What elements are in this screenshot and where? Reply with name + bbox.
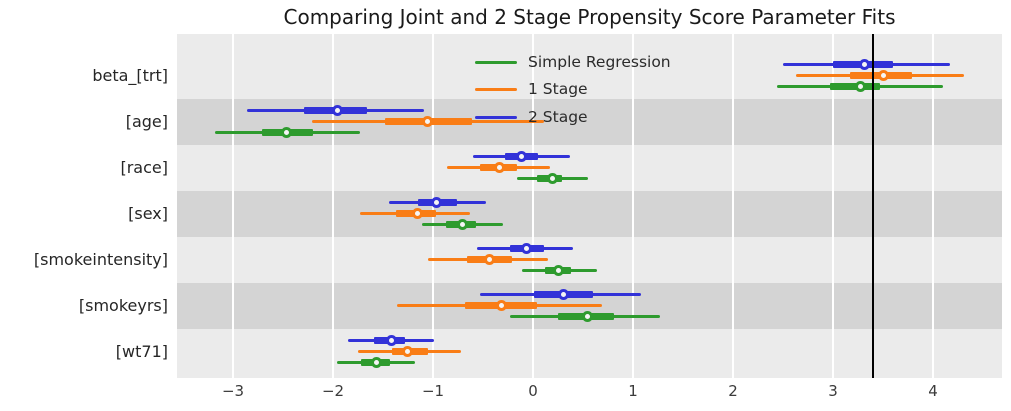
point-marker xyxy=(280,126,292,138)
point-marker xyxy=(456,218,468,230)
row-band xyxy=(177,237,1002,283)
row-band xyxy=(177,145,1002,191)
point-marker xyxy=(493,161,505,173)
point-marker xyxy=(515,150,527,162)
chart-title: Comparing Joint and 2 Stage Propensity S… xyxy=(283,5,896,29)
point-marker xyxy=(483,253,495,265)
x-tick-label: −1 xyxy=(421,382,445,400)
point-marker xyxy=(385,334,397,346)
point-marker xyxy=(552,264,564,276)
legend-line-sample xyxy=(475,115,517,119)
x-tick-label: 4 xyxy=(928,382,938,400)
gridline xyxy=(832,34,834,378)
legend-item-label: 2 Stage xyxy=(528,107,588,126)
y-axis-label: [sex] xyxy=(128,204,168,223)
point-marker xyxy=(858,58,870,70)
x-tick-label: 1 xyxy=(628,382,638,400)
row-band xyxy=(177,99,1002,145)
gridline xyxy=(632,34,634,378)
legend-item-label: 1 Stage xyxy=(528,80,588,98)
legend-item-label: Simple Regression xyxy=(528,52,671,71)
point-marker xyxy=(546,172,558,184)
gridline xyxy=(932,34,934,378)
y-axis-label: [age] xyxy=(125,112,168,131)
point-marker xyxy=(581,310,593,322)
y-axis-label: [wt71] xyxy=(115,342,168,361)
reference-line xyxy=(872,34,874,378)
y-axis-label: beta_[trt] xyxy=(92,66,168,85)
point-marker xyxy=(854,80,866,92)
x-tick-label: 2 xyxy=(728,382,738,400)
gridline xyxy=(532,34,534,378)
x-tick-label: 0 xyxy=(528,382,538,400)
point-marker xyxy=(331,104,343,116)
gridline xyxy=(332,34,334,378)
y-axis-label: [race] xyxy=(120,158,168,177)
point-marker xyxy=(520,242,532,254)
y-axis-label: [smokeyrs] xyxy=(78,296,168,315)
point-marker xyxy=(430,196,442,208)
gridline xyxy=(732,34,734,378)
x-tick-label: 3 xyxy=(828,382,838,400)
point-marker xyxy=(421,115,433,127)
point-marker xyxy=(411,207,423,219)
point-marker xyxy=(495,299,507,311)
y-axis-label: [smokeintensity] xyxy=(33,250,168,269)
x-tick-label: −3 xyxy=(221,382,245,400)
legend-line-sample xyxy=(475,60,517,64)
row-band xyxy=(177,329,1002,378)
row-band xyxy=(177,191,1002,237)
plot-area: Simple Regression 1 Stage 2 Stage xyxy=(177,34,1002,378)
point-marker xyxy=(370,356,382,368)
gridline xyxy=(232,34,234,378)
point-marker xyxy=(401,345,413,357)
point-marker xyxy=(877,69,889,81)
legend-line-sample xyxy=(475,88,517,91)
x-tick-label: −2 xyxy=(321,382,345,400)
point-marker xyxy=(557,288,569,300)
